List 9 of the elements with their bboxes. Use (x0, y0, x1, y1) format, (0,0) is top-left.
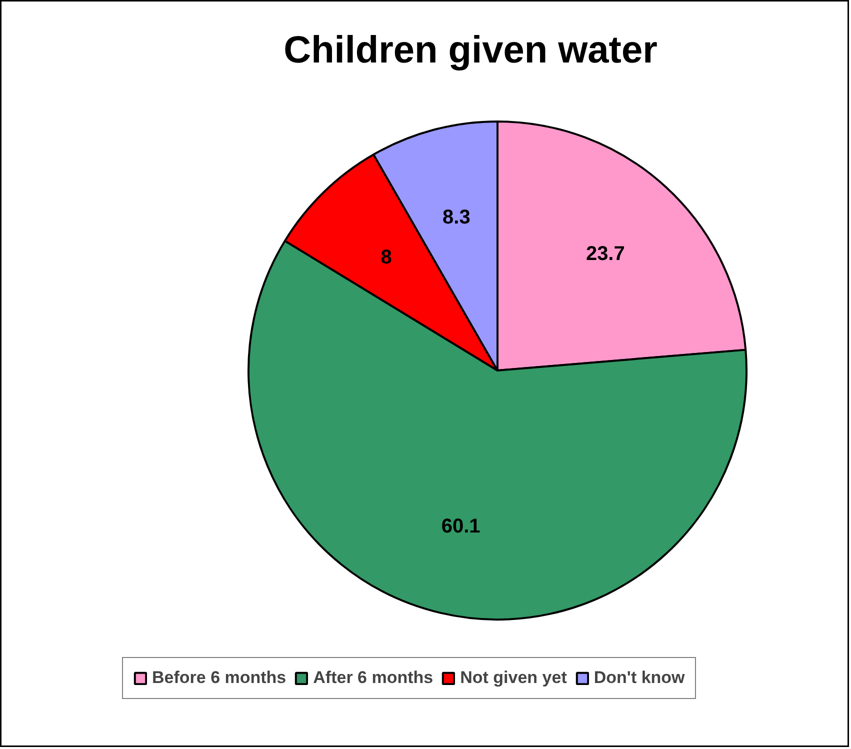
legend-label: After 6 months (313, 668, 434, 688)
legend-label: Before 6 months (152, 668, 286, 688)
legend-label: Don't know (594, 668, 685, 688)
data-label: 23.7 (586, 243, 625, 266)
legend-label: Not given yet (460, 668, 567, 688)
data-label: 8.3 (442, 206, 470, 229)
data-label: 8 (380, 246, 392, 268)
chart-title: Children given water (284, 30, 658, 72)
data-label: 60.1 (441, 516, 480, 538)
